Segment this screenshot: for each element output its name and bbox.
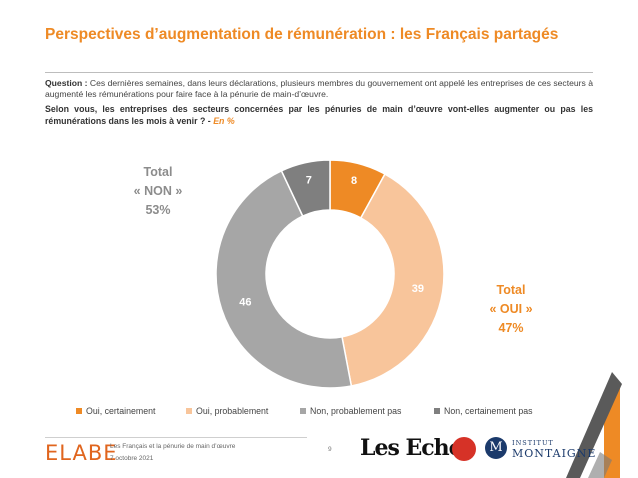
legend-label: Oui, probablement: [196, 406, 269, 416]
donut-chart: 8 39 46 7: [215, 159, 445, 389]
footer-divider: [45, 437, 307, 438]
donut-value-label: 46: [239, 297, 251, 309]
elabe-logo: ELABE: [45, 441, 118, 465]
total-non-line1: Total: [143, 165, 173, 179]
donut-value-label: 39: [412, 283, 424, 295]
total-non-value: 53%: [145, 203, 171, 217]
donut-value-label: 8: [351, 175, 357, 187]
question-context: Question : Ces dernières semaines, dans …: [45, 78, 593, 100]
legend-swatch: [76, 407, 82, 414]
legend-item-non-certainement-pas: Non, certainement pas: [434, 406, 533, 416]
unit-label: En %: [213, 116, 235, 126]
legend-swatch: [186, 407, 192, 414]
legend-swatch: [300, 407, 306, 414]
legend-label: Non, probablement pas: [310, 406, 402, 416]
question-main: Selon vous, les entreprises des secteurs…: [45, 103, 593, 127]
footer-study: Les Français et la pénurie de main d’œuv…: [110, 443, 236, 450]
donut-slice-non-probablement-pas: [215, 169, 353, 389]
page-title: Perspectives d’augmentation de rémunérat…: [45, 26, 559, 43]
montaigne-label: MONTAIGNE: [512, 447, 597, 460]
chart-legend: Oui, certainement Oui, probablement Non,…: [70, 406, 590, 420]
total-oui-value: 47%: [498, 321, 524, 335]
total-oui-line1: Total: [496, 283, 526, 297]
legend-item-oui-certainement: Oui, certainement: [76, 406, 155, 416]
total-non-label: Total « NON » 53%: [118, 163, 198, 220]
donut-value-label: 7: [306, 174, 312, 186]
deco-grey-stroke: [588, 452, 612, 478]
question-main-text: Selon vous, les entreprises des secteurs…: [45, 104, 593, 126]
total-oui-label: Total « OUI » 47%: [471, 281, 551, 338]
donut-slice-non-certainement-pas: [280, 159, 331, 218]
legend-label: Oui, certainement: [86, 406, 156, 416]
page-number: 9: [328, 446, 332, 453]
donut-slice-oui-probablement: [341, 173, 445, 387]
institut-montaigne-icon: M: [485, 437, 507, 459]
institut-label: INSTITUT: [512, 439, 554, 447]
legend-item-non-probablement-pas: Non, probablement pas: [300, 406, 401, 416]
footer-date: 7 octobre 2021: [110, 455, 154, 462]
legend-label: Non, certainement pas: [444, 406, 533, 416]
total-oui-line2: « OUI »: [489, 302, 533, 316]
title-divider: [45, 72, 593, 73]
question-label: Question :: [45, 78, 88, 88]
legend-swatch: [434, 407, 440, 414]
partner-red-badge-icon: [452, 437, 476, 461]
question-context-text: Ces dernières semaines, dans leurs décla…: [45, 78, 594, 99]
deco-dark-stroke: [566, 372, 622, 478]
total-non-line2: « NON »: [133, 184, 183, 198]
legend-item-oui-probablement: Oui, probablement: [186, 406, 268, 416]
